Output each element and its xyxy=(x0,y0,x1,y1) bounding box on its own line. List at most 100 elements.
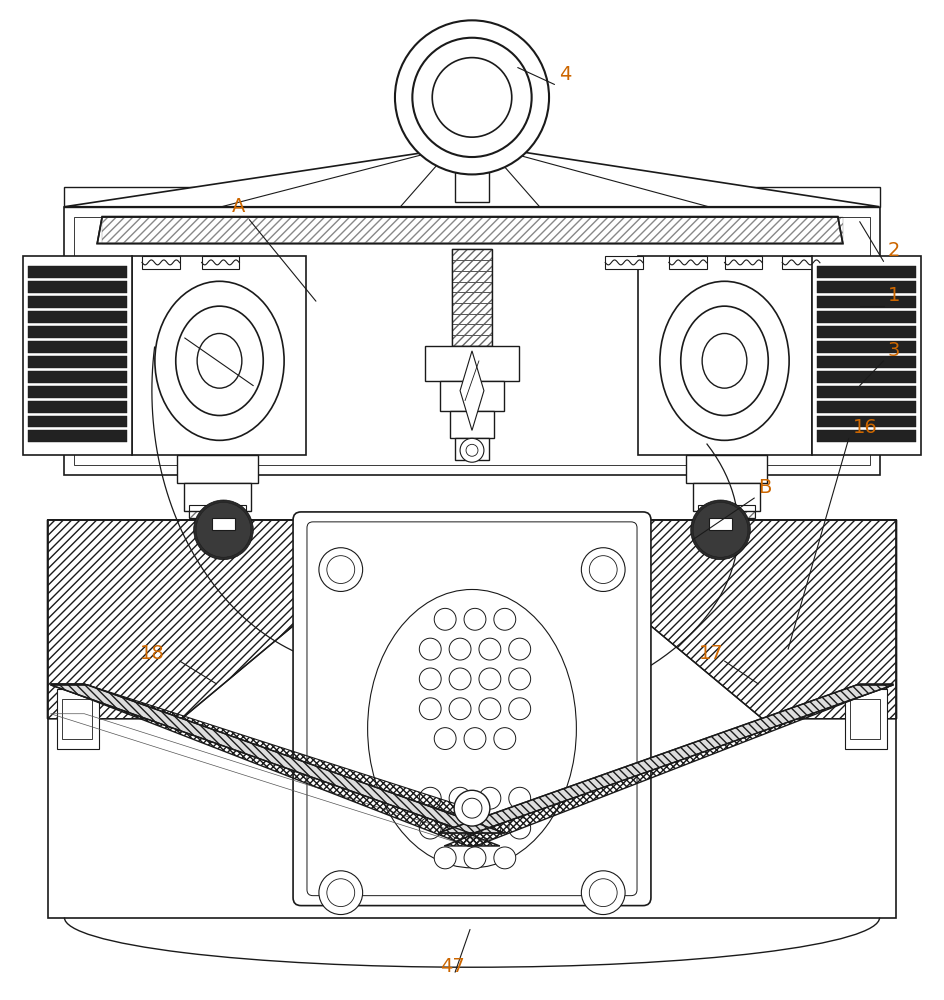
Circle shape xyxy=(319,548,362,591)
Text: B: B xyxy=(758,478,771,497)
Ellipse shape xyxy=(691,500,750,560)
Bar xyxy=(27,416,127,427)
Bar xyxy=(27,296,127,308)
Circle shape xyxy=(466,444,478,456)
FancyBboxPatch shape xyxy=(307,522,637,896)
Circle shape xyxy=(509,787,531,809)
Circle shape xyxy=(449,668,471,690)
Polygon shape xyxy=(669,256,707,269)
Ellipse shape xyxy=(681,306,768,416)
Bar xyxy=(27,371,127,383)
Ellipse shape xyxy=(176,306,263,416)
Bar xyxy=(75,217,869,465)
Bar xyxy=(426,346,518,381)
Ellipse shape xyxy=(702,333,747,388)
Circle shape xyxy=(464,847,486,869)
Circle shape xyxy=(327,556,355,584)
Polygon shape xyxy=(460,351,484,430)
Bar xyxy=(440,381,504,411)
Ellipse shape xyxy=(194,500,253,560)
FancyBboxPatch shape xyxy=(293,512,651,906)
Circle shape xyxy=(319,871,362,915)
Bar xyxy=(58,689,99,749)
Circle shape xyxy=(434,847,456,869)
Text: 47: 47 xyxy=(440,957,465,976)
Polygon shape xyxy=(64,150,880,207)
Ellipse shape xyxy=(155,281,284,440)
Bar xyxy=(23,256,132,455)
Bar xyxy=(709,518,733,530)
Bar xyxy=(189,505,246,518)
Circle shape xyxy=(494,847,515,869)
Bar xyxy=(452,249,492,346)
Circle shape xyxy=(327,879,355,907)
Ellipse shape xyxy=(196,502,251,557)
Bar xyxy=(817,371,917,383)
Bar xyxy=(455,438,489,460)
Text: 16: 16 xyxy=(852,418,878,437)
Text: 1: 1 xyxy=(887,286,900,305)
Bar xyxy=(817,401,917,413)
Text: 4: 4 xyxy=(560,65,572,84)
Bar xyxy=(817,386,917,398)
Bar xyxy=(817,281,917,293)
Circle shape xyxy=(460,438,484,462)
Ellipse shape xyxy=(660,281,789,440)
Polygon shape xyxy=(50,685,505,833)
Bar xyxy=(638,256,812,455)
Bar xyxy=(27,266,127,278)
Bar xyxy=(27,386,127,398)
Polygon shape xyxy=(438,685,894,833)
Bar xyxy=(817,326,917,338)
Circle shape xyxy=(464,728,486,750)
Circle shape xyxy=(509,698,531,720)
Circle shape xyxy=(462,798,482,818)
Circle shape xyxy=(582,871,625,915)
Circle shape xyxy=(509,817,531,839)
Circle shape xyxy=(494,728,515,750)
Text: 2: 2 xyxy=(887,241,900,260)
Bar xyxy=(850,699,880,739)
Polygon shape xyxy=(724,256,763,269)
Bar xyxy=(817,341,917,353)
Circle shape xyxy=(479,698,501,720)
Text: A: A xyxy=(231,197,244,216)
Bar xyxy=(812,256,921,455)
Bar xyxy=(211,518,235,530)
Bar xyxy=(698,505,755,518)
Bar xyxy=(698,505,755,518)
Circle shape xyxy=(454,790,490,826)
Circle shape xyxy=(434,728,456,750)
Bar xyxy=(64,207,880,475)
Bar xyxy=(102,217,843,244)
Bar xyxy=(27,341,127,353)
Circle shape xyxy=(589,556,617,584)
Bar xyxy=(455,172,489,202)
Circle shape xyxy=(509,668,531,690)
Ellipse shape xyxy=(693,502,748,557)
Text: 18: 18 xyxy=(140,644,164,663)
Bar xyxy=(62,699,93,739)
Bar xyxy=(47,520,897,918)
Text: 3: 3 xyxy=(887,341,900,360)
Bar xyxy=(817,311,917,323)
Circle shape xyxy=(479,638,501,660)
Bar xyxy=(177,455,259,483)
Circle shape xyxy=(449,638,471,660)
Bar xyxy=(450,411,494,438)
Circle shape xyxy=(449,817,471,839)
Circle shape xyxy=(589,879,617,907)
Bar xyxy=(845,689,886,749)
Circle shape xyxy=(494,608,515,630)
Bar xyxy=(452,249,492,346)
Bar xyxy=(817,430,917,442)
Bar xyxy=(817,266,917,278)
Bar xyxy=(27,311,127,323)
Circle shape xyxy=(479,787,501,809)
Ellipse shape xyxy=(413,38,531,157)
Bar xyxy=(685,455,767,483)
Circle shape xyxy=(419,698,441,720)
Polygon shape xyxy=(605,256,643,269)
Bar xyxy=(132,256,306,455)
Circle shape xyxy=(464,608,486,630)
